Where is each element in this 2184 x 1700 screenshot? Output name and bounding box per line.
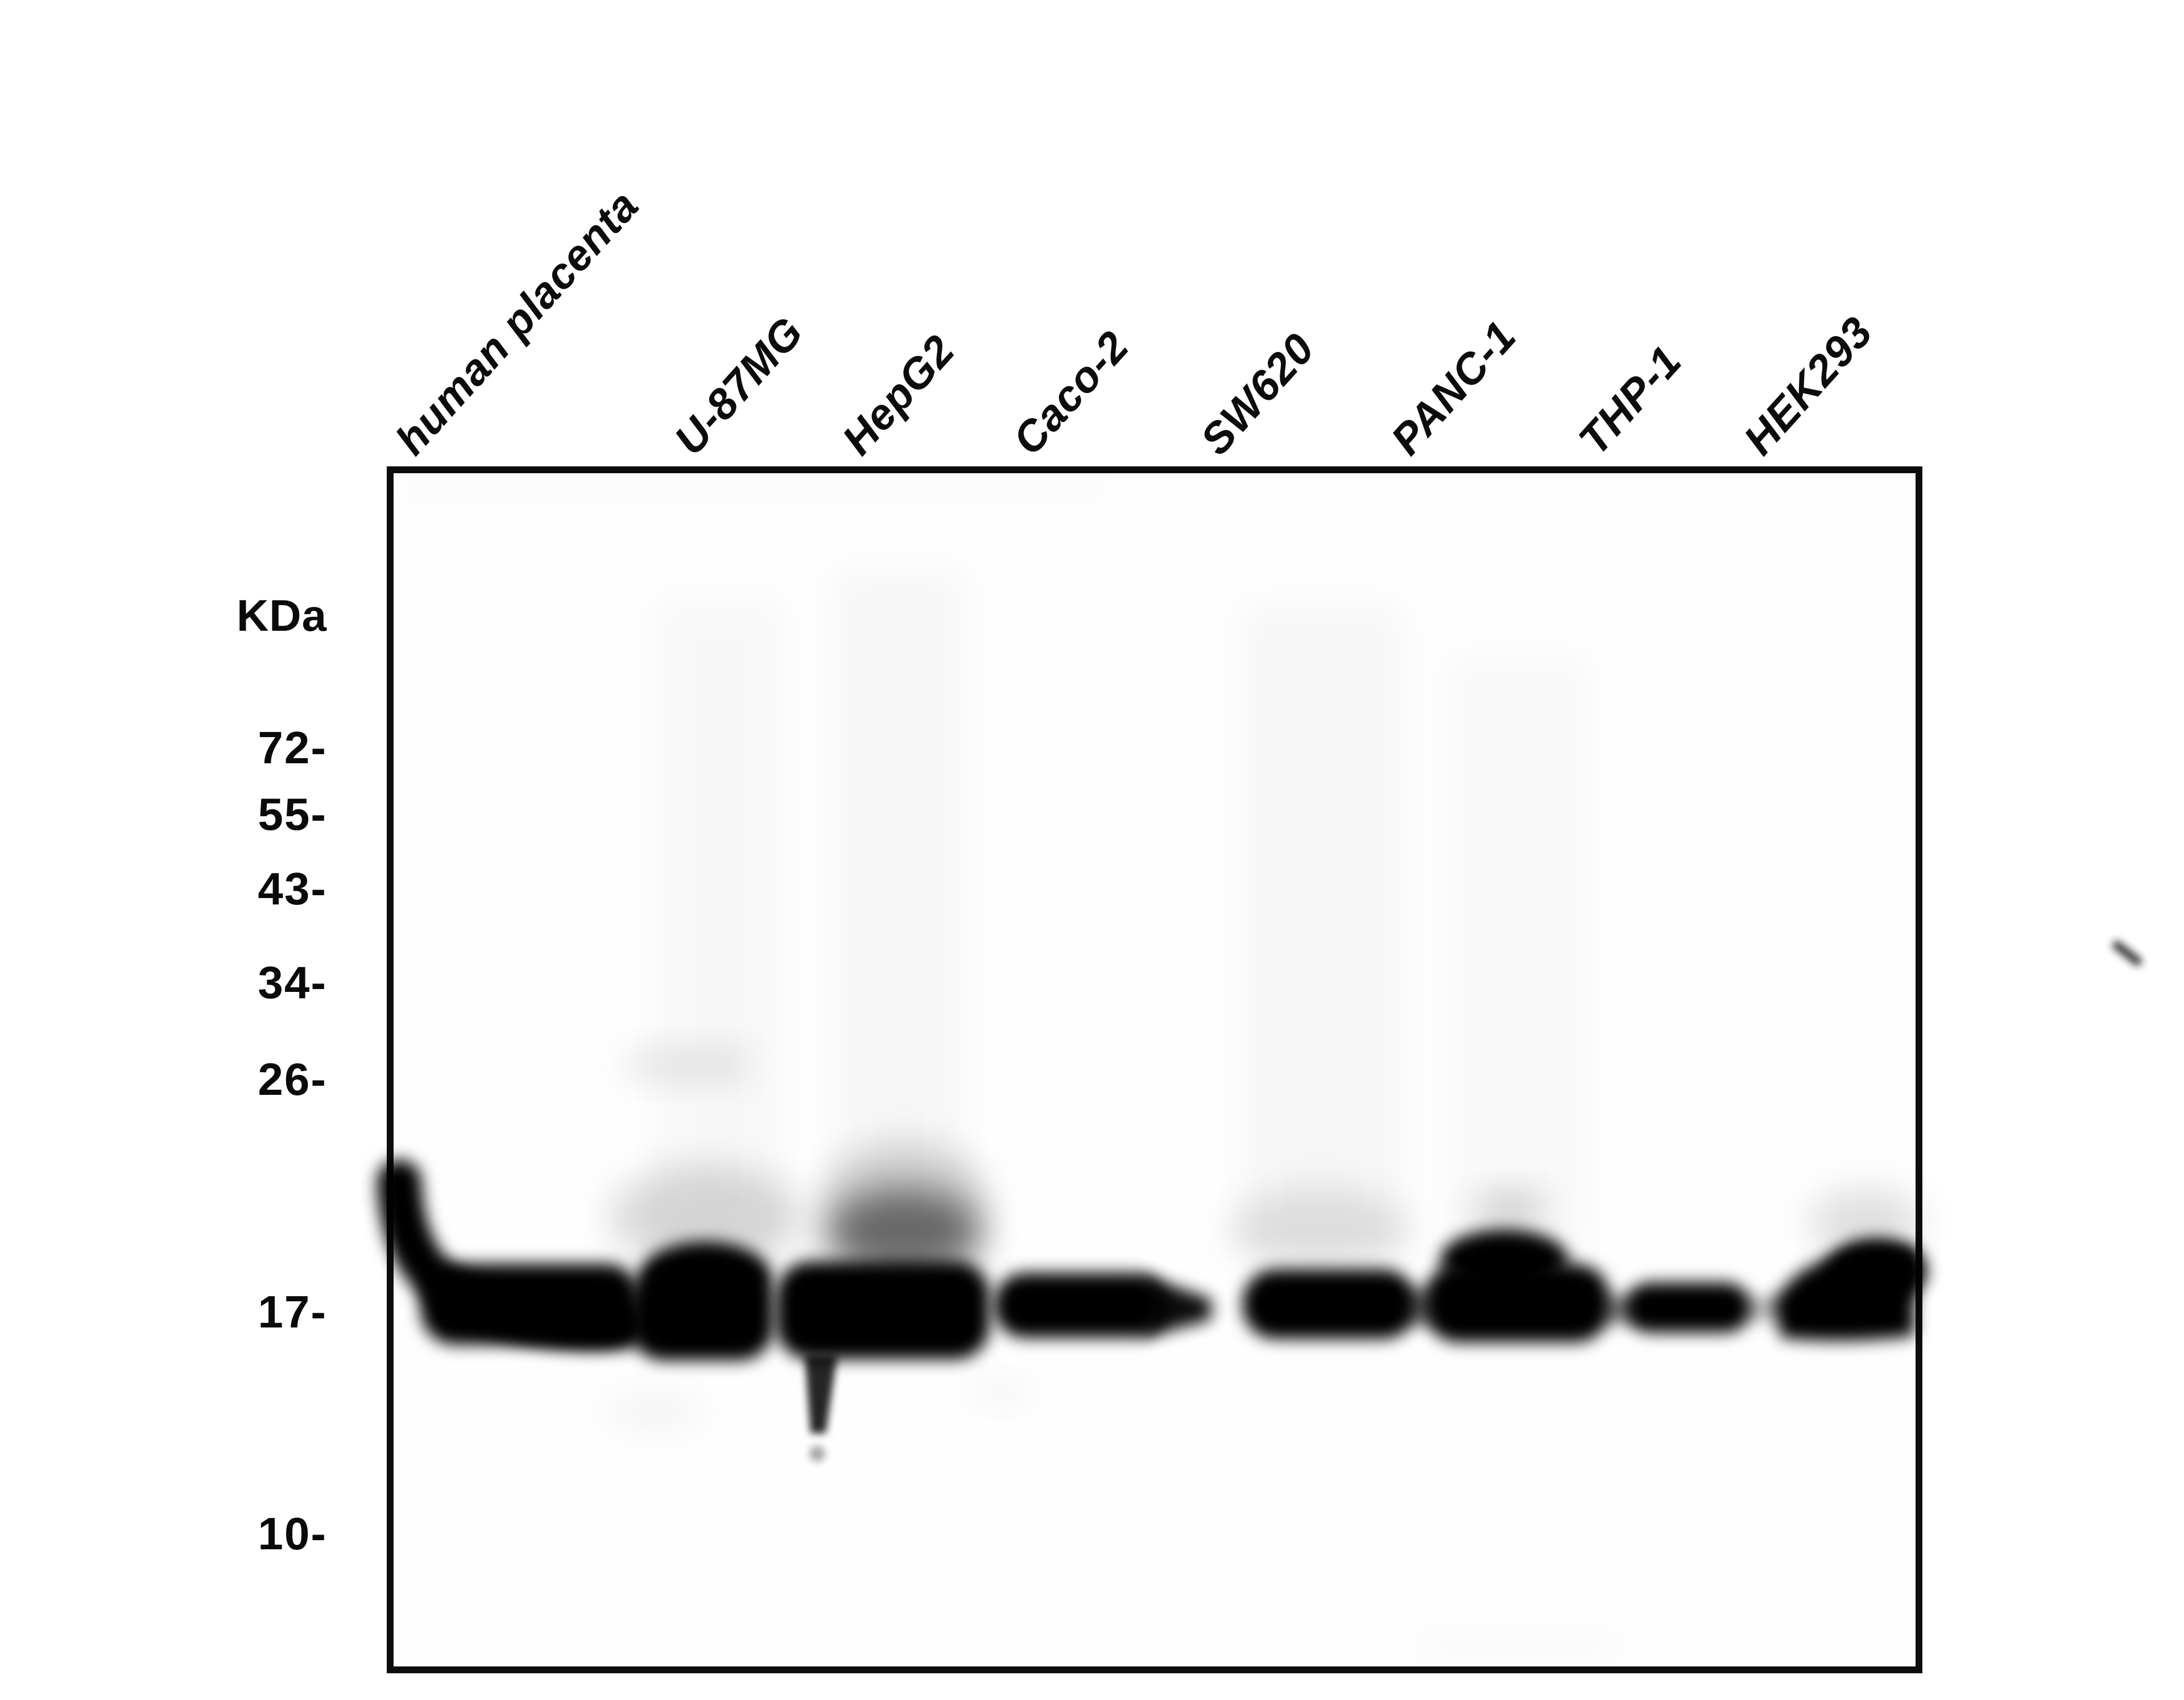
stray-mark [2112, 941, 2142, 966]
band-lane-hepg2 [776, 1190, 990, 1462]
mw-label-34: 34- [258, 957, 327, 1008]
mw-label-43: 43- [258, 863, 327, 914]
band-lane-panc1 [1425, 1230, 1643, 1342]
band-lane-caco2 [994, 1273, 1211, 1338]
mw-label-55: 55- [258, 789, 327, 839]
mw-label-26: 26- [258, 1054, 327, 1105]
mw-label-72: 72- [258, 722, 327, 773]
mw-label-17: 17- [258, 1287, 327, 1337]
band-lane-sw620 [1243, 1269, 1440, 1339]
background-lane-streaks [398, 482, 1627, 1655]
faint-specks [600, 1381, 1035, 1426]
band-lane-hek293 [1773, 1238, 1927, 1341]
mw-label-10: 10- [258, 1508, 327, 1559]
unit-label-kda: KDa [236, 590, 327, 640]
band-lane-human-placenta [377, 1160, 645, 1350]
band-lane-u87mg [630, 1242, 774, 1360]
band-lane-thp1 [1625, 1283, 1784, 1333]
faint-band-26kda-u87mg [624, 1050, 750, 1079]
